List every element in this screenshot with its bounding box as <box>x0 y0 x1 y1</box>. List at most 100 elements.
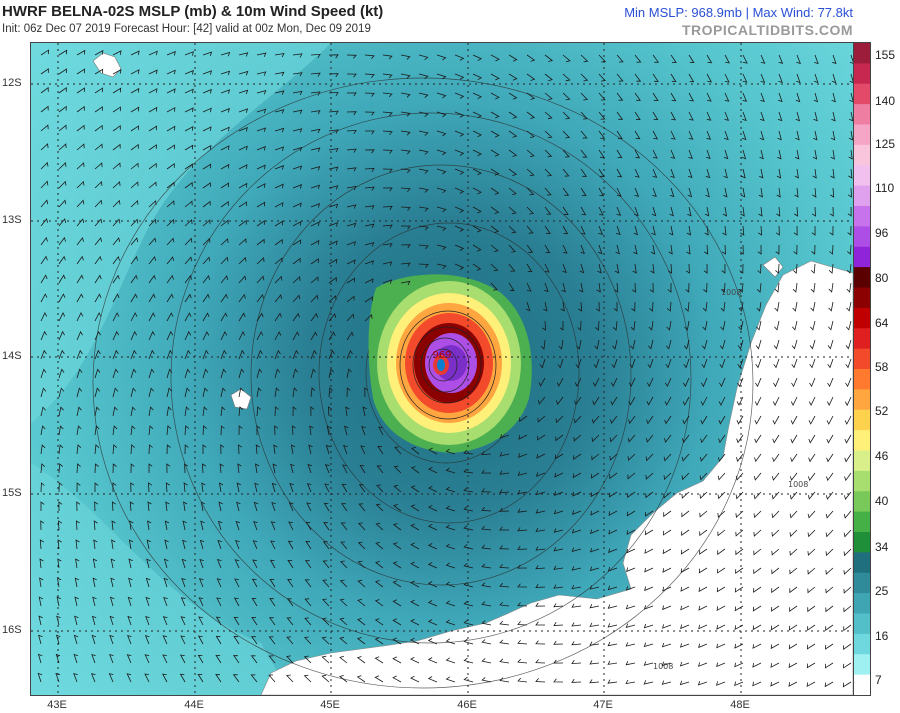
wind-barb <box>111 501 117 512</box>
wind-barb <box>286 617 294 626</box>
wind-barb <box>40 349 47 360</box>
colorbar-swatch <box>854 206 870 227</box>
wind-barb <box>256 368 263 379</box>
wind-barb <box>580 244 585 254</box>
wind-barb <box>322 579 330 588</box>
wind-barb <box>130 293 138 303</box>
wind-barb <box>256 349 263 360</box>
wind-barb <box>361 426 366 436</box>
wind-barb <box>112 463 117 474</box>
colorbar-label: 34 <box>875 540 889 554</box>
header: HWRF BELNA-02S MSLP (mb) & 10m Wind Spee… <box>0 0 900 40</box>
wind-barb <box>286 655 294 664</box>
wind-barb <box>356 637 366 645</box>
wind-barb <box>670 168 675 178</box>
wind-barb <box>663 453 672 462</box>
wind-barb <box>652 149 658 159</box>
wind-barb <box>358 484 366 493</box>
wind-barb <box>535 546 546 551</box>
wind-barb <box>721 263 726 274</box>
wind-barb <box>436 263 447 270</box>
wind-barb <box>754 434 762 444</box>
wind-barb <box>724 111 730 121</box>
wind-barb <box>649 301 654 312</box>
wind-barb <box>663 510 672 518</box>
wind-barb <box>220 444 225 455</box>
wind-barb <box>40 218 49 227</box>
wind-barb <box>687 168 693 179</box>
wind-barb <box>680 586 690 592</box>
wind-barb <box>681 510 690 518</box>
wind-barb <box>310 239 320 246</box>
wind-barb <box>328 54 339 59</box>
wind-barb <box>723 168 728 179</box>
colorbar-swatch <box>854 267 870 289</box>
wind-barb <box>285 674 294 683</box>
wind-barb <box>697 680 708 686</box>
wind-barb <box>806 643 816 650</box>
wind-barb <box>526 130 535 139</box>
wind-barb <box>772 453 780 463</box>
wind-barb <box>525 301 531 312</box>
wind-barb <box>112 406 118 417</box>
wind-barb <box>328 166 339 171</box>
wind-barb <box>790 415 798 425</box>
wind-barb <box>94 87 104 94</box>
wind-barb <box>472 206 482 214</box>
wind-barb <box>292 368 299 379</box>
wind-barb <box>843 567 852 575</box>
wind-barb <box>184 330 192 341</box>
wind-barb <box>256 127 267 132</box>
wind-barb <box>794 168 799 179</box>
wind-barb <box>625 661 636 666</box>
wind-barb <box>826 396 834 406</box>
wind-barb <box>126 673 132 683</box>
wind-barb <box>184 144 194 151</box>
wind-barb <box>634 149 641 159</box>
wind-barb <box>220 219 229 227</box>
wind-barb <box>382 261 393 266</box>
wind-barb <box>490 111 500 119</box>
wind-barb <box>147 520 152 531</box>
wind-barb <box>847 187 852 198</box>
wind-barb <box>589 585 600 590</box>
wind-barb <box>553 678 564 683</box>
wind-barb <box>410 466 420 474</box>
wind-barb <box>184 88 194 94</box>
wind-barb <box>472 111 482 119</box>
wind-barb <box>305 521 312 531</box>
latitude-label: 15S <box>2 487 22 499</box>
wind-barb <box>589 660 600 665</box>
wind-barb <box>274 275 283 284</box>
wind-barb <box>646 377 654 388</box>
wind-barb <box>112 218 121 227</box>
wind-barb <box>647 358 654 369</box>
wind-barb <box>58 482 63 493</box>
wind-barb <box>580 225 586 235</box>
colorbar-swatch <box>854 348 870 370</box>
wind-barb <box>410 599 420 607</box>
wind-barb <box>344 425 349 436</box>
wind-barb <box>508 225 517 234</box>
wind-barb <box>238 182 248 189</box>
wind-barb <box>94 482 99 492</box>
wind-barb <box>537 396 546 405</box>
isobar-label: 1008 <box>721 288 741 297</box>
wind-barb <box>454 111 465 118</box>
wind-barb <box>112 237 121 246</box>
wind-barb <box>610 415 618 424</box>
wind-barb <box>235 540 240 550</box>
wind-barb <box>94 463 99 474</box>
wind-barb <box>364 73 375 78</box>
colorbar-swatch <box>854 572 870 594</box>
wind-barb <box>304 579 312 588</box>
wind-barb <box>290 463 295 474</box>
wind-barb <box>252 540 258 550</box>
wind-barb <box>490 73 500 81</box>
wind-barb <box>760 73 766 83</box>
wind-barb <box>418 149 429 155</box>
wind-barb <box>392 656 402 664</box>
wind-barb <box>418 92 429 99</box>
wind-barb <box>454 225 465 232</box>
wind-barb <box>382 224 393 229</box>
